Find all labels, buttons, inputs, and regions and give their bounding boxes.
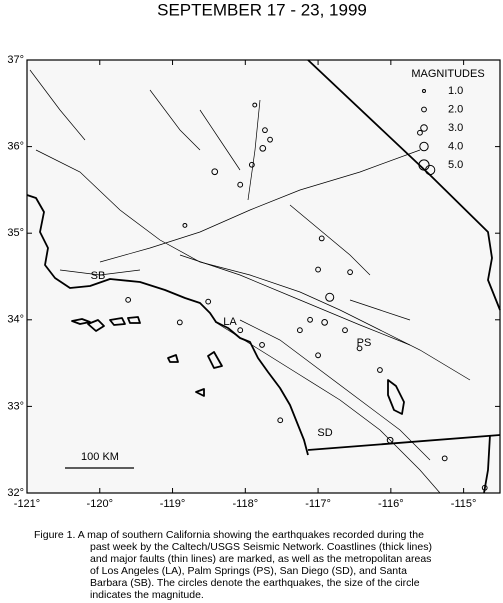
- earthquake: [296, 327, 303, 334]
- x-tick-label: -120°: [87, 498, 113, 510]
- island: [87, 319, 105, 332]
- legend-label: 4.0: [448, 140, 463, 152]
- earthquake: [417, 129, 423, 136]
- earthquake: [307, 316, 313, 323]
- x-tick-label: -117°: [305, 498, 331, 510]
- earthquake: [248, 161, 255, 168]
- y-tick-label: 37°: [7, 54, 24, 66]
- place-label: PS: [357, 337, 372, 349]
- earthquake: [386, 436, 394, 444]
- earthquake: [267, 136, 273, 143]
- x-tick-label: -119°: [160, 498, 186, 510]
- coastline: [26, 194, 309, 456]
- island: [127, 316, 141, 324]
- earthquake: [125, 296, 132, 303]
- caption-line: of Los Angeles (LA), Palm Springs (PS), …: [90, 565, 407, 577]
- earthquake: [176, 319, 183, 326]
- place-label: SD: [317, 427, 332, 439]
- earthquake: [356, 345, 363, 352]
- caption: Figure 1. A map of southern California s…: [34, 529, 432, 601]
- earthquake: [318, 235, 325, 242]
- island: [109, 317, 126, 326]
- y-tick-label: 35°: [7, 227, 24, 239]
- legend-symbol: [421, 106, 427, 113]
- earthquake: [424, 164, 436, 176]
- place-label: SB: [91, 270, 106, 282]
- earthquake: [237, 181, 244, 188]
- earthquake: [205, 298, 212, 305]
- x-tick-label: -121°: [14, 498, 40, 510]
- legend-symbol: [420, 124, 428, 132]
- salton-sea: [387, 379, 405, 415]
- caption-line: Figure 1. A map of southern California s…: [34, 529, 424, 541]
- earthquake: [182, 222, 188, 228]
- legend-label: 5.0: [448, 159, 463, 171]
- earthquake: [441, 455, 448, 462]
- scale-bar: 100 KM: [65, 451, 134, 469]
- legend-title: MAGNITUDES: [411, 68, 484, 80]
- island: [167, 354, 179, 363]
- legend-label: 3.0: [448, 122, 463, 134]
- earthquake: [342, 327, 348, 334]
- scale-label: 100 KM: [81, 451, 119, 463]
- earthquake: [315, 352, 321, 359]
- earthquake: [237, 327, 244, 334]
- earthquake: [315, 266, 321, 273]
- map-frame: [26, 59, 501, 494]
- legend-label: 2.0: [448, 103, 463, 115]
- faults: [29, 69, 471, 494]
- x-tick-label: -115°: [451, 498, 477, 510]
- earthquake: [321, 319, 328, 326]
- x-tick-label: -116°: [378, 498, 404, 510]
- earthquake: [347, 269, 353, 276]
- caption-line: past week by the Caltech/USGS Seismic Ne…: [90, 541, 432, 553]
- title: SEPTEMBER 17 - 23, 1999: [157, 0, 367, 19]
- legend-label: 1.0: [448, 85, 463, 97]
- earthquake: [252, 102, 258, 108]
- place-label: LA: [223, 316, 237, 328]
- earthquake: [259, 342, 265, 348]
- legend-symbol: [419, 141, 429, 152]
- earthquake: [262, 127, 268, 134]
- x-tick-label: -118°: [233, 498, 259, 510]
- place-labels: SB LA PS SD: [91, 270, 372, 439]
- earthquake: [277, 417, 284, 424]
- earthquake: [259, 144, 267, 152]
- caption-line: indicates the magnitude.: [90, 589, 204, 601]
- y-tick-label: 32°: [7, 487, 24, 499]
- legend-symbol: [422, 89, 426, 93]
- island: [207, 351, 223, 369]
- island: [195, 388, 205, 397]
- y-tick-label: 33°: [7, 400, 24, 412]
- caption-line: and major faults (thin lines) are marked…: [90, 553, 431, 565]
- earthquake: [481, 484, 488, 491]
- y-tick-label: 34°: [7, 314, 24, 326]
- earthquake: [325, 292, 335, 302]
- earthquake: [211, 168, 219, 176]
- caption-line: Barbara (SB). The circles denote the ear…: [90, 577, 420, 589]
- earthquake: [377, 367, 383, 373]
- y-tick-label: 36°: [7, 141, 24, 153]
- island: [71, 318, 91, 325]
